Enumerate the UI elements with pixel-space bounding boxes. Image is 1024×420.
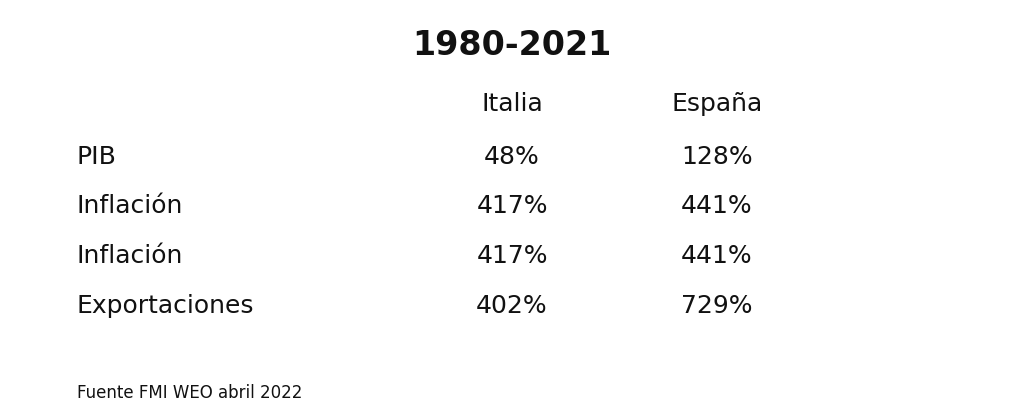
Text: 402%: 402% bbox=[476, 294, 548, 318]
Text: Inflación: Inflación bbox=[77, 244, 183, 268]
Text: Fuente FMI WEO abril 2022: Fuente FMI WEO abril 2022 bbox=[77, 384, 302, 402]
Text: 441%: 441% bbox=[681, 194, 753, 218]
Text: 417%: 417% bbox=[476, 194, 548, 218]
Text: 48%: 48% bbox=[484, 145, 540, 169]
Text: PIB: PIB bbox=[77, 145, 117, 169]
Text: España: España bbox=[671, 92, 763, 116]
Text: 441%: 441% bbox=[681, 244, 753, 268]
Text: Exportaciones: Exportaciones bbox=[77, 294, 254, 318]
Text: 128%: 128% bbox=[681, 145, 753, 169]
Text: 1980-2021: 1980-2021 bbox=[413, 29, 611, 63]
Text: 729%: 729% bbox=[681, 294, 753, 318]
Text: Inflación: Inflación bbox=[77, 194, 183, 218]
Text: 417%: 417% bbox=[476, 244, 548, 268]
Text: Italia: Italia bbox=[481, 92, 543, 116]
